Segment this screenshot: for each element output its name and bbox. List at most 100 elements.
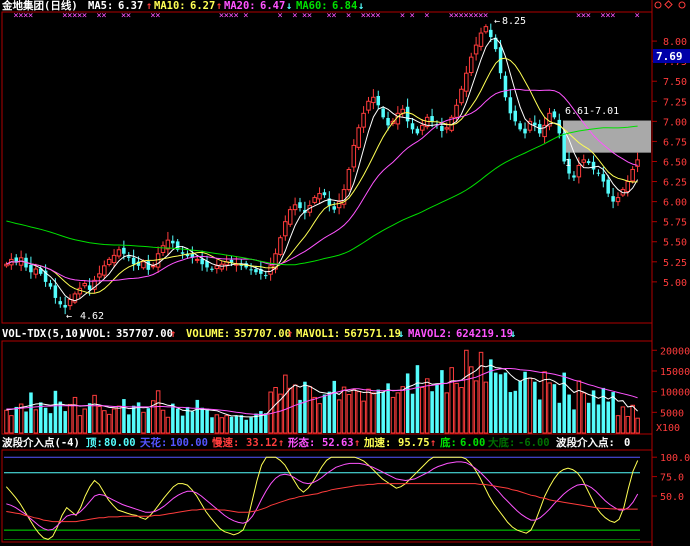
- ma60-arrow: ↓: [358, 0, 364, 12]
- price-badge-box: [653, 49, 690, 63]
- volume-bar: [200, 407, 204, 433]
- volume-bar: [449, 367, 454, 434]
- wave-tick-label: 50.0: [660, 492, 684, 503]
- candle: [468, 52, 474, 77]
- ma5-label: MA5:: [88, 0, 113, 12]
- vvol-value: 357707.00: [116, 328, 173, 340]
- volume-bar: [596, 404, 601, 433]
- volume-bar: [508, 392, 513, 433]
- signal-mark: ×: [581, 11, 586, 21]
- diamond-icon[interactable]: [664, 0, 673, 9]
- volume-bar: [322, 394, 327, 433]
- volume-bar: [292, 384, 298, 434]
- volume-bar: [351, 388, 357, 434]
- volume-bar: [332, 380, 337, 433]
- volume-bar: [630, 404, 635, 434]
- volume-bar: [542, 371, 547, 434]
- volume-bar: [410, 393, 415, 433]
- volume-bar: [102, 410, 107, 434]
- candle: [346, 167, 352, 192]
- volume-bar: [244, 419, 248, 433]
- volume-bar: [557, 402, 562, 433]
- candle: [322, 188, 327, 198]
- signal-mark: ×: [424, 11, 429, 21]
- candle: [268, 257, 273, 281]
- volume-bar: [254, 413, 258, 433]
- volume-tick-label: 5000: [660, 408, 684, 419]
- candle: [615, 192, 621, 206]
- candle: [356, 124, 361, 151]
- candle: [287, 206, 293, 227]
- candle: [483, 24, 489, 34]
- candle: [430, 108, 434, 128]
- wave-shape-value: 52.63: [322, 437, 354, 449]
- volume-bar: [4, 409, 9, 434]
- signal-mark: ×: [454, 11, 459, 21]
- volume-bar: [239, 415, 244, 433]
- candle: [180, 246, 185, 259]
- circle-icon-2[interactable]: [678, 1, 686, 9]
- volume-bar: [195, 399, 200, 433]
- candle: [562, 130, 566, 165]
- candle: [165, 231, 171, 256]
- volume-bar: [567, 394, 571, 433]
- candle: [160, 241, 166, 256]
- volume-bar: [454, 382, 459, 434]
- signal-mark: ×: [473, 11, 478, 21]
- candle: [116, 246, 122, 259]
- candle: [552, 108, 557, 120]
- volume-bar: [278, 393, 283, 434]
- candle: [72, 291, 78, 305]
- circle-icon[interactable]: [654, 1, 662, 9]
- ma60-label: MA60:: [296, 0, 328, 12]
- vvol-label: VVOL:: [80, 328, 112, 340]
- volume-bar: [478, 351, 484, 434]
- volume-bar: [77, 415, 83, 434]
- volume-tick-label: 10000: [660, 388, 690, 399]
- candle: [254, 265, 258, 275]
- volume-bar: [513, 390, 518, 433]
- volume-bar: [273, 387, 278, 434]
- mavol2-arrow: ↓: [510, 328, 516, 340]
- signal-mark: ×: [410, 11, 415, 21]
- signal-mark: ×: [233, 11, 238, 21]
- signal-mark: ×: [302, 11, 307, 21]
- candle: [591, 155, 596, 175]
- volume-bar: [620, 406, 626, 434]
- ma20-label: MA20:: [224, 0, 256, 12]
- signal-mark: ×: [77, 11, 82, 21]
- volume-bar: [424, 378, 430, 434]
- volume-bar: [576, 380, 582, 434]
- signal-mark: ×: [82, 11, 87, 21]
- signal-mark: ×: [586, 11, 591, 21]
- candle: [82, 280, 87, 289]
- wave-deep-label: 大底:: [488, 436, 515, 449]
- candle: [259, 261, 263, 280]
- candle: [292, 197, 298, 216]
- candle: [63, 296, 67, 315]
- window-icons[interactable]: [654, 0, 686, 9]
- volume-bar: [356, 391, 362, 434]
- volume-bar: [224, 415, 229, 434]
- ma20-arrow: ↓: [286, 0, 292, 12]
- volume-bar: [601, 387, 606, 433]
- candle: [386, 111, 390, 131]
- candle: [4, 261, 9, 268]
- volume-bar: [160, 409, 166, 434]
- candle: [611, 187, 615, 209]
- volume-bar: [97, 406, 102, 434]
- candle: [630, 166, 635, 184]
- ma10-value: 6.27: [190, 0, 215, 12]
- signal-mark: ×: [600, 11, 605, 21]
- volume-bar: [586, 402, 591, 433]
- volume-bar: [48, 413, 53, 433]
- mavol1-line: [6, 364, 638, 418]
- signal-mark: ×: [219, 11, 224, 21]
- candle: [635, 152, 640, 173]
- candle: [126, 252, 131, 262]
- signal-mark: ×: [101, 11, 106, 21]
- volume-bar: [259, 411, 263, 433]
- high-annotation: 8.25: [502, 16, 526, 27]
- mavol2-value: 624219.19: [456, 328, 513, 340]
